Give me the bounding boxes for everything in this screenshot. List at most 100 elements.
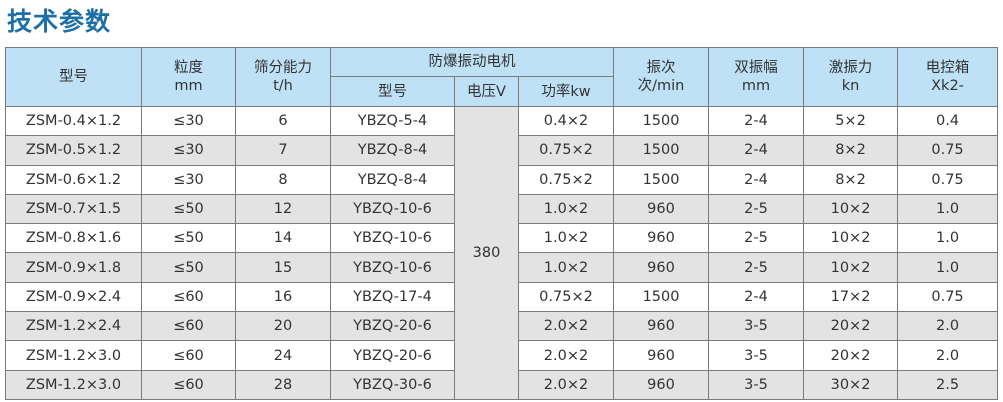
cell-force: 20×2: [803, 340, 899, 371]
cell-model: ZSM-0.7×1.5: [5, 193, 142, 225]
table-row: ZSM-0.4×1.2 ≤30 6 YBZQ-5-4 380 0.4×2 1500 2-4 5×…: [5, 105, 999, 400]
cell-model: ZSM-0.9×2.4: [5, 281, 142, 313]
cell-control-box: 0.75: [897, 135, 999, 166]
cell-model: ZSM-0.6×1.2: [5, 164, 142, 195]
cell-control-box: 0.75: [897, 281, 999, 313]
cell-frequency: 960: [613, 223, 710, 254]
cell-model: ZSM-0.9×1.8: [5, 252, 142, 283]
cell-granularity: ≤60: [141, 369, 236, 400]
cell-power: 0.75×2: [517, 164, 615, 195]
cell-amplitude: 2-5: [708, 252, 805, 283]
table-row: ZSM-1.2×2.4 ≤60 20 YBZQ-20-6 2.0×2 960 3-5 20×2…: [5, 311, 999, 342]
cell-control-box: 2.5: [897, 369, 999, 400]
cell-force: 20×2: [803, 311, 899, 342]
header-granularity: 粒度 mm: [141, 47, 236, 107]
page-title: 技术参数: [7, 7, 112, 36]
table-row: ZSM-0.9×1.8 ≤50 15 YBZQ-10-6 1.0×2 960 2-5 10×2…: [5, 252, 999, 283]
cell-granularity: ≤30: [141, 164, 236, 195]
cell-frequency: 960: [613, 369, 710, 400]
cell-power: 1.0×2: [517, 193, 615, 225]
header-model: 型号: [5, 47, 142, 107]
cell-frequency: 1500: [613, 164, 710, 195]
cell-granularity: ≤30: [141, 105, 236, 137]
cell-frequency: 960: [613, 311, 710, 342]
cell-capacity: 8: [235, 164, 331, 195]
cell-granularity: ≤30: [141, 135, 236, 166]
header-frequency: 振次 次/min: [613, 47, 710, 107]
table-row: ZSM-0.7×1.5 ≤50 12 YBZQ-10-6 1.0×2 960 2-5 10×2…: [5, 193, 999, 225]
cell-amplitude: 3-5: [708, 369, 805, 400]
cell-frequency: 960: [613, 252, 710, 283]
cell-granularity: ≤60: [141, 340, 236, 371]
header-power: 功率kw: [517, 76, 615, 107]
cell-amplitude: 2-4: [708, 105, 805, 137]
header-control-box: 电控箱 Xk2-: [897, 47, 999, 107]
cell-control-box: 1.0: [897, 223, 999, 254]
cell-motor-model: YBZQ-30-6: [330, 369, 455, 400]
cell-granularity: ≤50: [141, 223, 236, 254]
cell-granularity: ≤60: [141, 281, 236, 313]
cell-model: ZSM-1.2×3.0: [5, 369, 142, 400]
cell-granularity: ≤50: [141, 252, 236, 283]
cell-capacity: 20: [235, 311, 331, 342]
cell-control-box: 1.0: [897, 193, 999, 225]
cell-capacity: 14: [235, 223, 331, 254]
cell-capacity: 15: [235, 252, 331, 283]
cell-voltage: 380: [454, 106, 519, 400]
cell-force: 10×2: [803, 193, 899, 225]
cell-motor-model: YBZQ-8-4: [330, 135, 455, 166]
cell-amplitude: 2-4: [708, 135, 805, 166]
cell-frequency: 1500: [613, 281, 710, 313]
cell-amplitude: 3-5: [708, 311, 805, 342]
cell-granularity: ≤60: [141, 311, 236, 342]
cell-capacity: 24: [235, 340, 331, 371]
cell-frequency: 1500: [613, 135, 710, 166]
cell-control-box: 2.0: [897, 340, 999, 371]
cell-motor-model: YBZQ-8-4: [330, 164, 455, 195]
cell-control-box: 2.0: [897, 311, 999, 342]
cell-amplitude: 3-5: [708, 340, 805, 371]
cell-capacity: 16: [235, 281, 331, 313]
cell-power: 2.0×2: [517, 369, 615, 400]
cell-power: 2.0×2: [517, 311, 615, 342]
header-amplitude: 双振幅 mm: [708, 47, 805, 107]
cell-power: 1.0×2: [517, 252, 615, 283]
cell-motor-model: YBZQ-10-6: [330, 223, 455, 254]
cell-motor-model: YBZQ-20-6: [330, 340, 455, 371]
cell-motor-model: YBZQ-5-4: [330, 105, 455, 137]
cell-power: 2.0×2: [517, 340, 615, 371]
cell-capacity: 28: [235, 369, 331, 400]
cell-frequency: 960: [613, 193, 710, 225]
cell-model: ZSM-0.5×1.2: [5, 135, 142, 166]
cell-force: 8×2: [803, 135, 899, 166]
cell-frequency: 1500: [613, 105, 710, 137]
cell-capacity: 6: [235, 105, 331, 137]
cell-power: 1.0×2: [517, 223, 615, 254]
cell-motor-model: YBZQ-10-6: [330, 252, 455, 283]
cell-force: 5×2: [803, 105, 899, 137]
cell-motor-model: YBZQ-20-6: [330, 311, 455, 342]
cell-motor-model: YBZQ-17-4: [330, 281, 455, 313]
cell-power: 0.4×2: [517, 105, 615, 137]
cell-control-box: 1.0: [897, 252, 999, 283]
cell-power: 0.75×2: [517, 135, 615, 166]
cell-model: ZSM-1.2×3.0: [5, 340, 142, 371]
cell-amplitude: 2-4: [708, 281, 805, 313]
cell-capacity: 12: [235, 193, 331, 225]
cell-frequency: 960: [613, 340, 710, 371]
cell-amplitude: 2-5: [708, 223, 805, 254]
tech-params-table: 型号 粒度 mm 筛分能力 t/h 防爆振动电机 振次 次/min 双振幅 mm 激振力…: [5, 47, 999, 400]
table-row: ZSM-0.8×1.6 ≤50 14 YBZQ-10-6 1.0×2 960 2-5 10×2…: [5, 223, 999, 254]
header-force: 激振力 kn: [803, 47, 899, 107]
header-capacity: 筛分能力 t/h: [235, 47, 331, 107]
cell-amplitude: 2-5: [708, 193, 805, 225]
cell-power: 0.75×2: [517, 281, 615, 313]
header-motor-model: 型号: [330, 76, 455, 107]
table-row: ZSM-0.9×2.4 ≤60 16 YBZQ-17-4 0.75×2 1500 2-4 17…: [5, 281, 999, 313]
cell-model: ZSM-0.8×1.6: [5, 223, 142, 254]
header-voltage: 电压V: [454, 76, 519, 107]
cell-model: ZSM-1.2×2.4: [5, 311, 142, 342]
cell-amplitude: 2-4: [708, 164, 805, 195]
table-row: ZSM-1.2×3.0 ≤60 28 YBZQ-30-6 2.0×2 960 3-5 30×2…: [5, 369, 999, 400]
cell-force: 8×2: [803, 164, 899, 195]
